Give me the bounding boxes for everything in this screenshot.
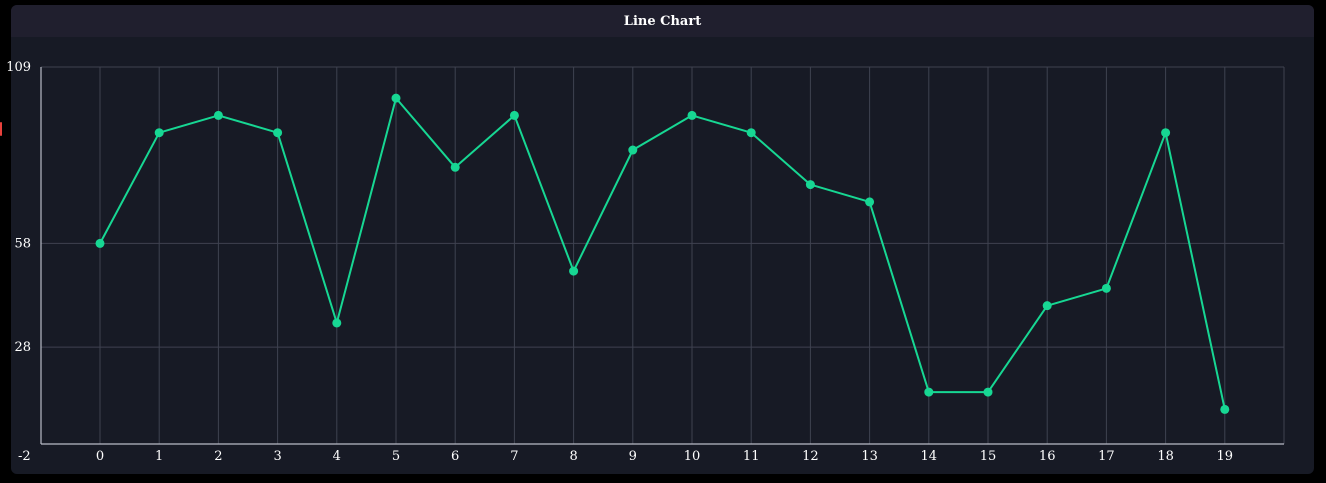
x-tick-label: 2 bbox=[214, 449, 222, 464]
data-point bbox=[509, 110, 519, 120]
data-point bbox=[983, 387, 993, 397]
y-tick-label: 28 bbox=[14, 340, 31, 355]
data-point bbox=[450, 162, 460, 172]
data-point bbox=[1161, 128, 1171, 138]
x-tick-label: 4 bbox=[333, 449, 341, 464]
data-point bbox=[1042, 301, 1052, 311]
x-tick-label: 6 bbox=[451, 449, 459, 464]
y-tick-label: 58 bbox=[14, 236, 31, 251]
data-point bbox=[154, 128, 164, 138]
data-point bbox=[213, 110, 223, 120]
data-point bbox=[332, 318, 342, 328]
x-tick-label: 0 bbox=[96, 449, 104, 464]
edge-marker bbox=[0, 122, 2, 136]
chart-title: Line Chart bbox=[623, 13, 702, 29]
data-point bbox=[1101, 283, 1111, 293]
x-tick-label: 11 bbox=[743, 449, 760, 464]
grid-layer bbox=[41, 66, 1285, 444]
data-point bbox=[628, 145, 638, 155]
data-point bbox=[865, 197, 875, 207]
data-point bbox=[391, 93, 401, 103]
x-tick-label: 8 bbox=[569, 449, 577, 464]
y-tick-label: 109 bbox=[6, 60, 31, 75]
x-tick-label: 15 bbox=[980, 449, 997, 464]
series-layer bbox=[99, 97, 1226, 410]
x-tick-label: 10 bbox=[684, 449, 701, 464]
data-point bbox=[746, 128, 756, 138]
x-tick-label: 12 bbox=[802, 449, 819, 464]
axis-layer bbox=[40, 67, 1284, 445]
points-layer bbox=[95, 93, 1230, 414]
data-point bbox=[569, 266, 579, 276]
x-tick-label: 1 bbox=[155, 449, 163, 464]
data-point bbox=[805, 180, 815, 190]
panel-header: Line Chart bbox=[11, 5, 1314, 37]
x-tick-label: 9 bbox=[629, 449, 637, 464]
data-point bbox=[95, 238, 105, 248]
x-tick-label: 17 bbox=[1098, 449, 1115, 464]
x-tick-label: 13 bbox=[861, 449, 878, 464]
x-tick-label: -2 bbox=[18, 449, 31, 464]
x-tick-label: 3 bbox=[273, 449, 281, 464]
data-point bbox=[1220, 404, 1230, 414]
data-point bbox=[687, 110, 697, 120]
chart-panel: Line Chart bbox=[11, 5, 1314, 474]
x-tick-label: 14 bbox=[921, 449, 938, 464]
x-tick-label: 19 bbox=[1217, 449, 1234, 464]
data-point bbox=[273, 128, 283, 138]
data-point bbox=[924, 387, 934, 397]
series-line bbox=[99, 97, 1226, 410]
x-tick-label: 18 bbox=[1157, 449, 1174, 464]
x-tick-label: 16 bbox=[1039, 449, 1056, 464]
x-tick-label: 7 bbox=[510, 449, 518, 464]
x-tick-label: 5 bbox=[392, 449, 400, 464]
